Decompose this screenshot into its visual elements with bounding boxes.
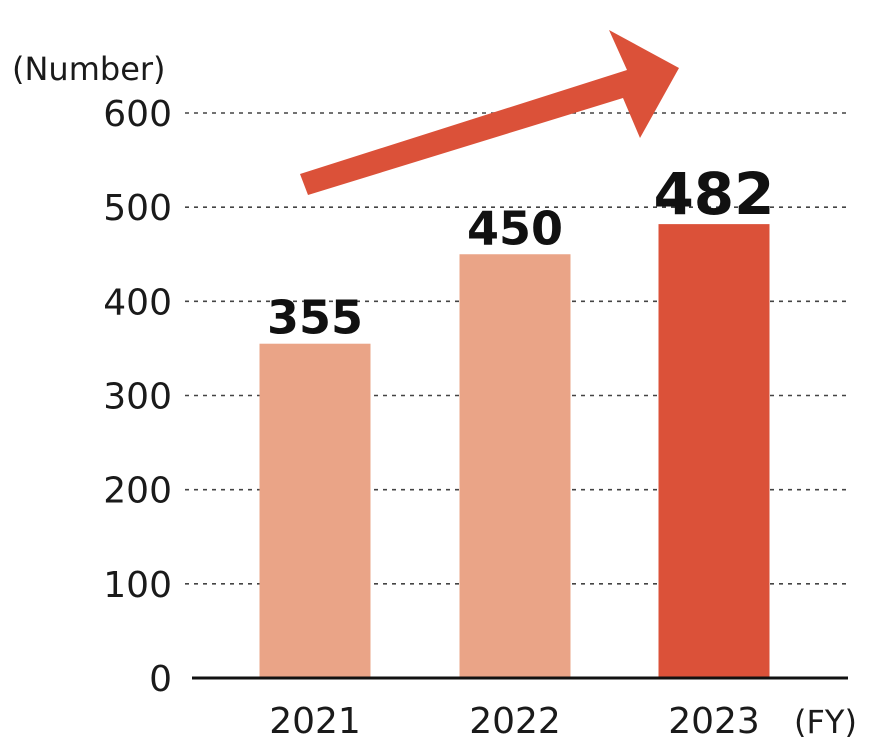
data-labels: 355 450 482 xyxy=(267,160,775,345)
y-tick-label: 300 xyxy=(103,377,172,418)
y-tick-label: 0 xyxy=(149,659,172,700)
trend-arrow-icon xyxy=(300,30,679,195)
y-tick-label: 400 xyxy=(103,282,172,323)
y-tick-label: 500 xyxy=(103,188,172,229)
bar xyxy=(259,343,371,678)
bars xyxy=(259,224,770,678)
x-axis-label: (FY) xyxy=(794,703,857,741)
y-tick-label: 200 xyxy=(103,471,172,512)
y-tick-label: 100 xyxy=(103,565,172,606)
data-label: 355 xyxy=(267,291,363,345)
x-tick-label: 2021 xyxy=(269,701,361,742)
x-tick-label: 2023 xyxy=(668,701,760,742)
data-label: 450 xyxy=(467,201,563,255)
y-axis-label: (Number) xyxy=(12,50,166,88)
bar xyxy=(658,224,770,678)
data-label: 482 xyxy=(653,160,774,228)
x-tick-labels: 2021 2022 2023 xyxy=(269,701,760,742)
y-tick-labels: 0 100 200 300 400 500 600 xyxy=(103,94,172,700)
x-tick-label: 2022 xyxy=(469,701,561,742)
y-tick-label: 600 xyxy=(103,94,172,135)
bar xyxy=(459,254,571,678)
